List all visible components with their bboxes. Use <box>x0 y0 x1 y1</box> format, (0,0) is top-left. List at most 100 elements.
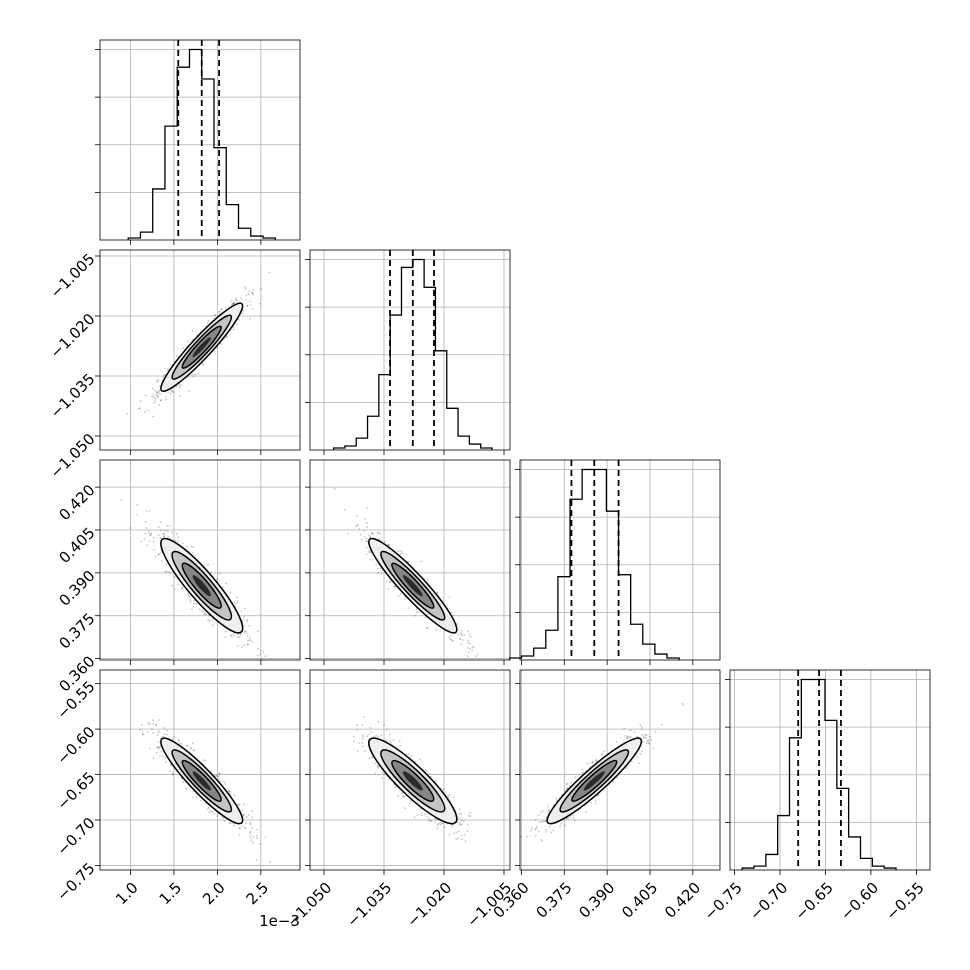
sample-point <box>157 526 160 529</box>
sample-point <box>420 560 423 563</box>
sample-point <box>541 810 544 813</box>
scatter-panel-1-0: −1.050−1.035−1.020−1.005 <box>47 249 301 482</box>
y-tick-label: −1.035 <box>47 370 99 422</box>
sample-point <box>182 781 185 783</box>
sample-point <box>203 759 205 762</box>
sample-point <box>229 790 232 793</box>
sample-point <box>264 655 267 658</box>
sample-point <box>203 613 206 616</box>
sample-point <box>569 816 572 819</box>
sample-point <box>188 595 191 598</box>
panels-layer: −0.75 −0.70 −0.65 −0.60 −0.55−1.050−1.035−1.… <box>47 39 931 931</box>
sample-point <box>149 534 152 536</box>
sample-point <box>244 286 247 289</box>
sample-point <box>471 649 474 652</box>
sample-point <box>256 837 259 840</box>
sample-point <box>166 530 169 532</box>
sample-point <box>173 588 176 590</box>
sample-point <box>157 719 160 721</box>
sample-point <box>141 731 144 734</box>
sample-point <box>256 828 258 831</box>
sample-point <box>241 646 243 649</box>
sample-point <box>443 825 446 828</box>
histogram-panel-0 <box>95 39 301 245</box>
sample-point <box>249 317 251 320</box>
sample-point <box>232 635 235 637</box>
sample-point <box>166 729 168 732</box>
sample-point <box>242 803 245 806</box>
sample-point <box>448 833 451 836</box>
sample-point <box>460 629 463 632</box>
sample-point <box>264 836 267 838</box>
sample-point <box>239 827 241 830</box>
sample-point <box>243 624 246 627</box>
sample-point <box>140 723 143 726</box>
sample-point <box>152 396 155 399</box>
sample-point <box>233 633 235 635</box>
sample-point <box>396 550 399 552</box>
sample-point <box>155 724 158 727</box>
sample-point <box>425 769 428 772</box>
sample-point <box>384 739 387 741</box>
sample-point <box>143 538 146 541</box>
sample-point <box>232 302 235 305</box>
sample-point <box>260 288 263 291</box>
sample-point <box>374 772 377 775</box>
sample-point <box>207 806 210 809</box>
sample-point <box>460 812 463 815</box>
sample-point <box>244 288 247 291</box>
sample-point <box>565 787 568 790</box>
sample-point <box>262 671 264 673</box>
sample-point <box>475 655 477 658</box>
sample-point <box>166 525 169 527</box>
sample-point <box>333 487 336 490</box>
sample-point <box>189 747 192 749</box>
sample-point <box>355 514 358 517</box>
sample-point <box>534 828 537 831</box>
sample-point <box>363 529 366 532</box>
sample-point <box>191 329 194 332</box>
sample-point <box>452 640 454 643</box>
sample-point <box>156 395 159 397</box>
sample-point <box>464 660 466 662</box>
sample-point <box>256 654 259 657</box>
sample-point <box>455 838 458 841</box>
sample-point <box>243 632 245 634</box>
sample-point <box>389 733 391 736</box>
sample-point <box>414 614 416 617</box>
sample-point <box>193 602 196 605</box>
sample-point <box>381 777 383 780</box>
sample-point <box>198 608 201 611</box>
sample-point <box>384 540 386 543</box>
sample-point <box>441 822 444 825</box>
sample-point <box>638 762 641 764</box>
sample-point <box>245 630 247 633</box>
sample-point <box>171 738 174 741</box>
sample-point <box>243 826 246 829</box>
sample-point <box>155 751 158 754</box>
sample-point <box>177 740 180 742</box>
sample-point <box>222 816 225 819</box>
sample-point <box>173 575 176 578</box>
sample-point <box>388 581 391 584</box>
sample-point <box>148 540 151 543</box>
sample-point <box>177 536 180 539</box>
sample-point <box>249 304 252 306</box>
sample-point <box>249 822 252 824</box>
sample-point <box>448 596 451 599</box>
sample-point <box>241 312 244 315</box>
sample-point <box>241 618 244 621</box>
sample-point <box>626 735 628 738</box>
sample-point <box>456 821 459 824</box>
sample-point <box>221 586 224 589</box>
sample-point <box>424 616 427 619</box>
sample-point <box>232 326 235 329</box>
sample-point <box>458 822 461 825</box>
sample-point <box>365 537 368 540</box>
sample-point <box>450 634 452 637</box>
sample-point <box>164 367 167 370</box>
sample-point <box>157 747 160 750</box>
sample-point <box>439 821 442 824</box>
sample-point <box>255 834 258 837</box>
sample-point <box>457 633 460 636</box>
